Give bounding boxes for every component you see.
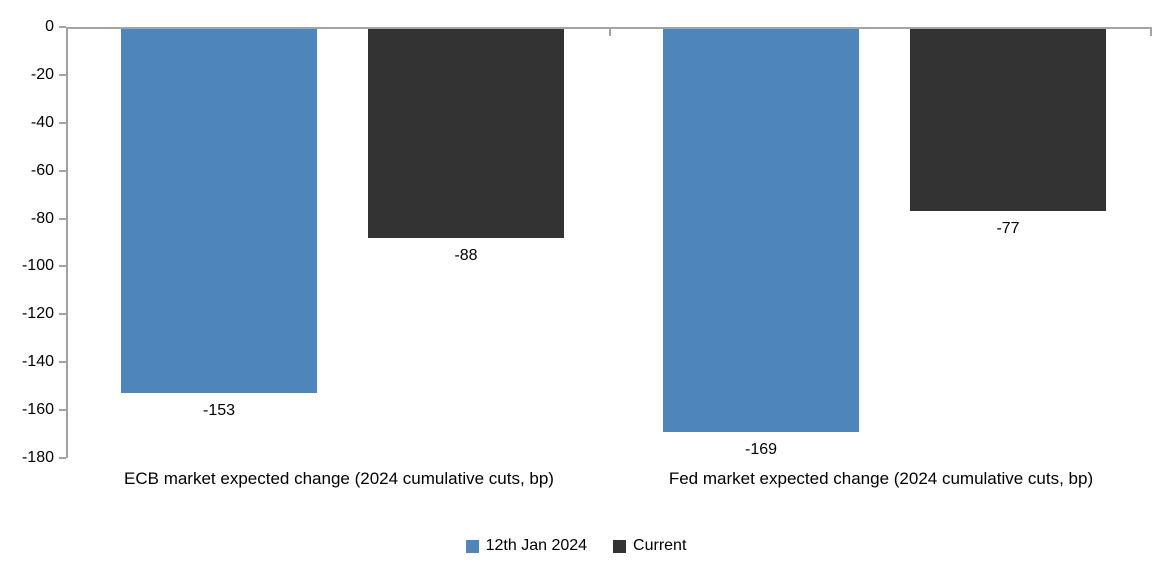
category-label: ECB market expected change (2024 cumulat… <box>124 469 554 488</box>
legend-item: 12th Jan 2024 <box>465 537 588 555</box>
bar-value-label: -153 <box>202 402 236 419</box>
legend-label: 12th Jan 2024 <box>485 537 588 554</box>
bar-value-label: -88 <box>454 247 478 264</box>
y-axis-line <box>66 27 68 458</box>
category-axis-tick-mark <box>609 29 611 36</box>
y-axis-tick-label: -160 <box>21 401 54 419</box>
bar-value-label: -169 <box>744 441 778 458</box>
category-label: Fed market expected change (2024 cumulat… <box>668 469 1094 488</box>
y-axis-tick-mark <box>59 265 66 268</box>
bar <box>368 29 564 238</box>
y-axis-tick-label: 0 <box>45 18 54 35</box>
bar <box>121 29 317 393</box>
bar <box>663 29 859 432</box>
y-axis-tick-mark <box>59 361 66 364</box>
category-axis-tick-mark <box>1150 29 1152 36</box>
legend-swatch-icon <box>613 539 627 553</box>
bar <box>910 29 1106 211</box>
y-axis-tick-mark <box>59 313 66 316</box>
y-axis-tick-label: -180 <box>21 449 54 466</box>
y-axis-tick-label: -140 <box>21 353 54 371</box>
y-axis-tick-mark <box>59 73 66 76</box>
y-axis-tick-mark <box>59 217 66 220</box>
x-axis-line <box>66 27 1152 29</box>
y-axis-tick-mark <box>59 121 66 124</box>
legend-label: Current <box>633 537 687 554</box>
y-axis-tick-mark <box>59 457 66 459</box>
y-axis-tick-label: -80 <box>30 209 54 227</box>
legend: 12th Jan 2024 Current <box>0 537 1152 555</box>
y-axis-tick-label: -120 <box>21 305 54 323</box>
y-axis-tick-mark <box>59 169 66 172</box>
y-axis-tick-label: -100 <box>21 257 54 275</box>
y-axis-tick-label: -20 <box>30 65 54 83</box>
y-axis-tick-mark <box>59 26 66 28</box>
y-axis-tick-label: -60 <box>30 161 54 179</box>
bar-value-label: -77 <box>996 220 1020 237</box>
legend-swatch-icon <box>465 539 479 553</box>
y-axis-tick-label: -40 <box>30 113 54 131</box>
legend-item: Current <box>613 537 686 555</box>
y-axis-tick-mark <box>59 409 66 412</box>
